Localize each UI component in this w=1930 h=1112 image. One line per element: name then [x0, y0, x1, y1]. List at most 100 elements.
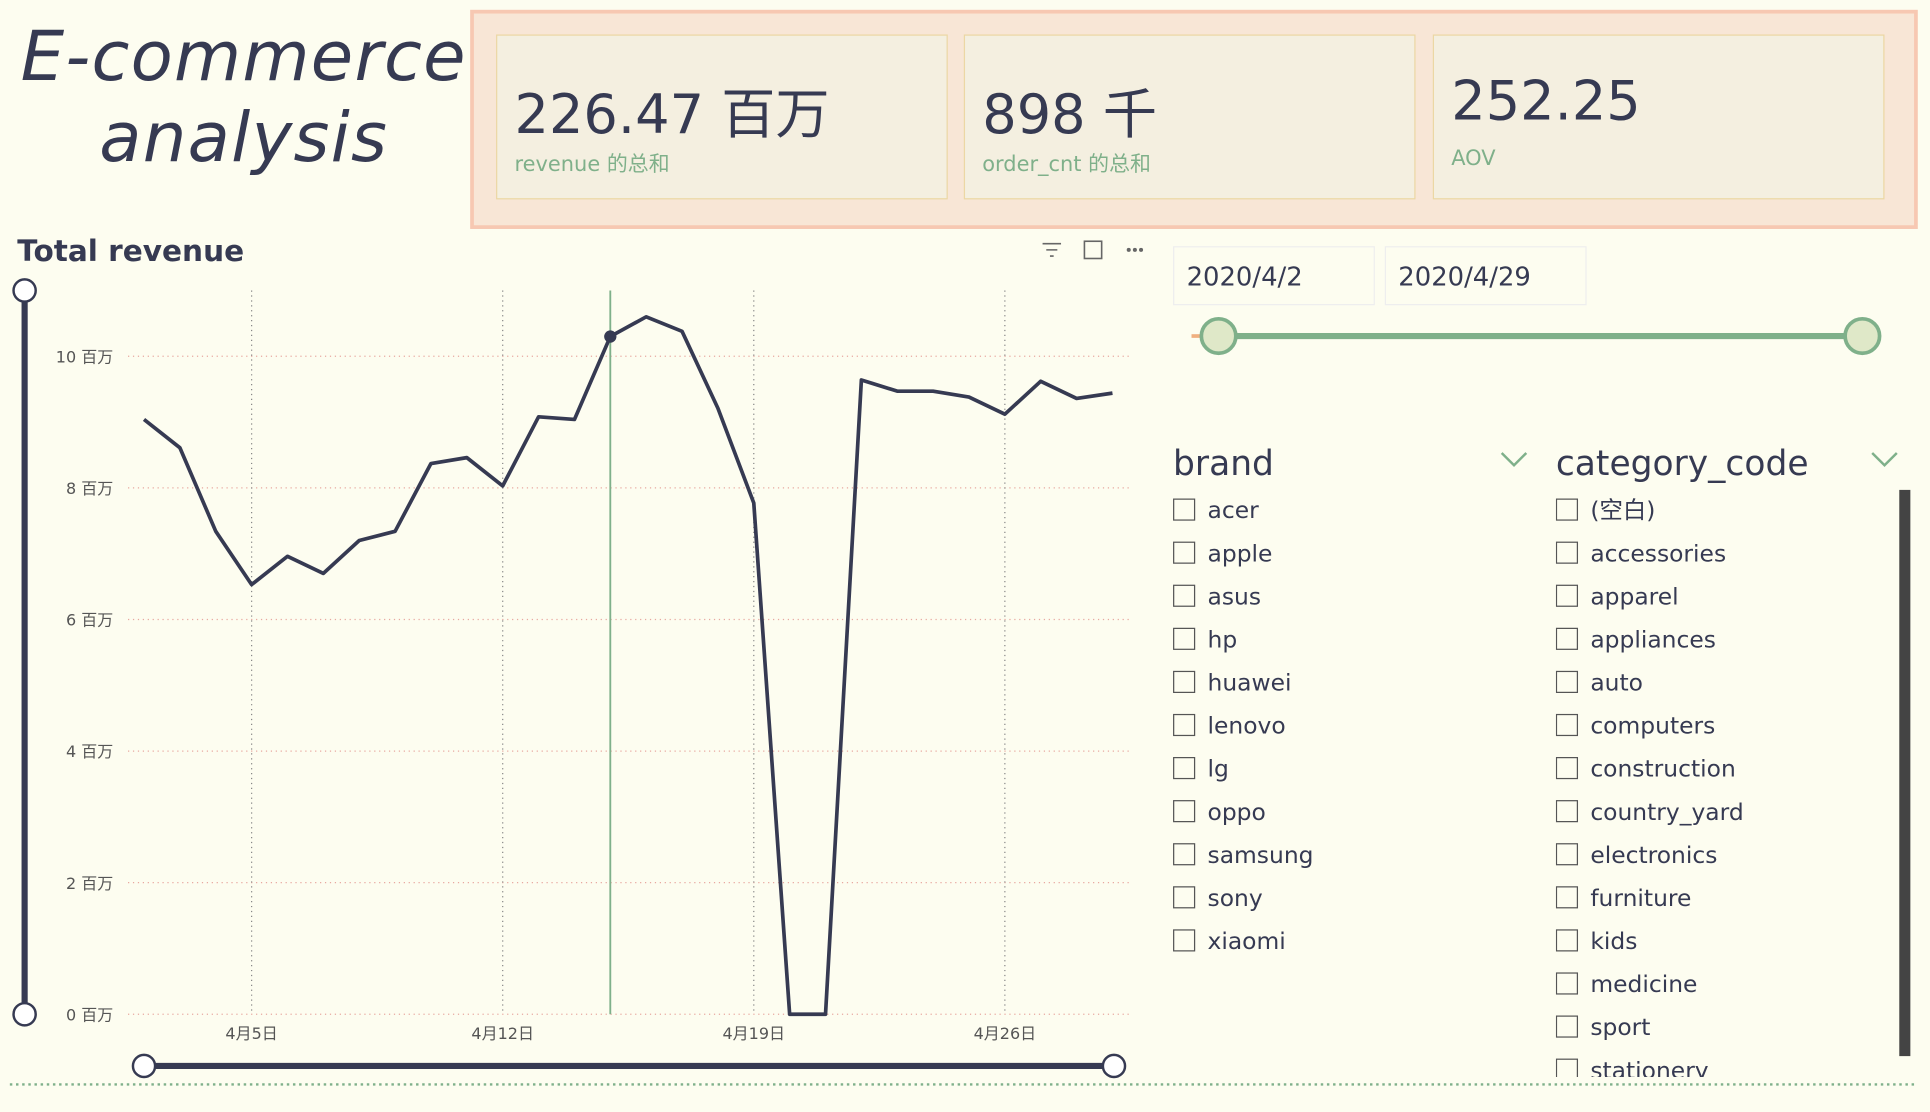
- kpi-value: 226.47 百万: [514, 83, 830, 147]
- checkbox[interactable]: [1555, 757, 1579, 780]
- x-tick-label: 4月5日: [225, 1024, 277, 1043]
- checkbox[interactable]: [1555, 498, 1579, 521]
- checkbox[interactable]: [1173, 843, 1196, 866]
- filter-item[interactable]: xiaomi: [1173, 921, 1313, 964]
- y-tick-label: 6 百万: [66, 611, 113, 630]
- checkbox[interactable]: [1555, 886, 1579, 909]
- filter-item[interactable]: auto: [1555, 662, 1888, 705]
- date-handle[interactable]: [1843, 316, 1882, 356]
- slider-handle[interactable]: [131, 1053, 157, 1079]
- slider-handle[interactable]: [12, 1001, 37, 1027]
- checkbox[interactable]: [1173, 498, 1196, 521]
- filter-item[interactable]: oppo: [1173, 791, 1313, 834]
- category-list: (空白) accessories apparel appliances auto comp…: [1555, 490, 1888, 1078]
- checkbox[interactable]: [1173, 541, 1196, 564]
- filter-item[interactable]: electronics: [1555, 835, 1888, 878]
- filter-item[interactable]: apparel: [1555, 576, 1888, 619]
- kpi-value: 252.25: [1451, 70, 1641, 133]
- item-label: medicine: [1590, 971, 1698, 999]
- item-label: appliances: [1590, 626, 1716, 654]
- filter-item[interactable]: lg: [1173, 748, 1313, 791]
- filter-item[interactable]: stationery: [1555, 1050, 1888, 1078]
- item-label: accessories: [1590, 540, 1727, 568]
- kpi-value: 898 千: [982, 83, 1158, 147]
- item-label: sport: [1590, 1014, 1651, 1042]
- filter-item[interactable]: medicine: [1555, 964, 1888, 1007]
- kpi-card: 252.25 AOV: [1432, 34, 1885, 200]
- checkbox[interactable]: [1555, 627, 1579, 650]
- filter-title: brand: [1173, 443, 1274, 484]
- filter-item[interactable]: acer: [1173, 490, 1313, 533]
- dropdown-icons[interactable]: [1500, 452, 1898, 468]
- scrollbar[interactable]: [1899, 489, 1911, 1057]
- item-label: samsung: [1207, 841, 1314, 870]
- checkbox[interactable]: [1173, 584, 1196, 607]
- item-label: electronics: [1590, 841, 1718, 870]
- filter-item[interactable]: country_yard: [1555, 791, 1888, 834]
- item-label: oppo: [1207, 798, 1266, 826]
- checkbox[interactable]: [1555, 929, 1579, 952]
- checkbox[interactable]: [1555, 843, 1579, 866]
- filter-item[interactable]: construction: [1555, 748, 1888, 791]
- date-end[interactable]: 2020/4/29: [1384, 246, 1587, 306]
- filter-item[interactable]: asus: [1173, 576, 1313, 619]
- kpi-label: revenue 的总和: [514, 152, 670, 178]
- checkbox[interactable]: [1555, 584, 1579, 607]
- filter-item[interactable]: samsung: [1173, 835, 1313, 878]
- checkbox[interactable]: [1173, 670, 1196, 693]
- filter-item[interactable]: sony: [1173, 878, 1313, 921]
- checkbox[interactable]: [1173, 886, 1196, 909]
- y-tick-label: 2 百万: [66, 874, 113, 893]
- filter-title: category_code: [1555, 443, 1809, 484]
- filter-item[interactable]: accessories: [1555, 533, 1888, 576]
- item-label: lg: [1207, 755, 1229, 783]
- filter-item[interactable]: computers: [1555, 705, 1888, 748]
- filter-item[interactable]: hp: [1173, 619, 1313, 662]
- item-label: apparel: [1590, 583, 1679, 611]
- filter-item[interactable]: kids: [1555, 921, 1888, 964]
- checkbox[interactable]: [1173, 627, 1196, 650]
- filter-item[interactable]: sport: [1555, 1007, 1888, 1050]
- kpi-label: AOV: [1451, 146, 1496, 172]
- checkbox[interactable]: [1555, 972, 1579, 995]
- filter-item[interactable]: (空白): [1555, 490, 1888, 533]
- filter-item[interactable]: huawei: [1173, 662, 1313, 705]
- visual-icons[interactable]: [1042, 240, 1144, 260]
- checkbox[interactable]: [1555, 1015, 1579, 1038]
- item-label: furniture: [1590, 885, 1692, 913]
- checkbox[interactable]: [1173, 757, 1196, 780]
- item-label: acer: [1207, 497, 1259, 525]
- checkbox[interactable]: [1173, 800, 1196, 823]
- item-label: apple: [1207, 540, 1273, 568]
- filter-item[interactable]: furniture: [1555, 878, 1888, 921]
- line: [142, 314, 1113, 1017]
- y-tick-label: 0 百万: [66, 1005, 113, 1024]
- filter-item[interactable]: apple: [1173, 533, 1313, 576]
- checkbox[interactable]: [1173, 929, 1196, 952]
- checkbox[interactable]: [1555, 541, 1579, 564]
- item-label: asus: [1207, 583, 1262, 611]
- filter-item[interactable]: appliances: [1555, 619, 1888, 662]
- item-label: sony: [1207, 885, 1263, 913]
- kpi-card: 898 千 order_cnt 的总和: [963, 34, 1416, 200]
- item-label: xiaomi: [1207, 928, 1286, 956]
- checkbox[interactable]: [1173, 713, 1196, 737]
- slider-handle[interactable]: [1101, 1053, 1127, 1079]
- item-label: country_yard: [1590, 798, 1744, 826]
- item-label: (空白): [1590, 497, 1656, 525]
- item-label: huawei: [1207, 669, 1292, 697]
- x-tick-label: 4月19日: [723, 1024, 786, 1043]
- filter-item[interactable]: lenovo: [1173, 705, 1313, 748]
- kpi-card: 226.47 百万 revenue 的总和: [496, 34, 948, 200]
- checkbox[interactable]: [1555, 800, 1579, 823]
- item-label: kids: [1590, 928, 1638, 956]
- checkbox[interactable]: [1555, 713, 1579, 737]
- date-start[interactable]: 2020/4/2: [1173, 246, 1375, 306]
- kpi-label: order_cnt 的总和: [982, 152, 1151, 178]
- slider-handle[interactable]: [12, 278, 37, 303]
- checkbox[interactable]: [1555, 1058, 1579, 1078]
- date-handle[interactable]: [1199, 316, 1238, 356]
- checkbox[interactable]: [1555, 670, 1579, 693]
- hover-point: [604, 330, 617, 343]
